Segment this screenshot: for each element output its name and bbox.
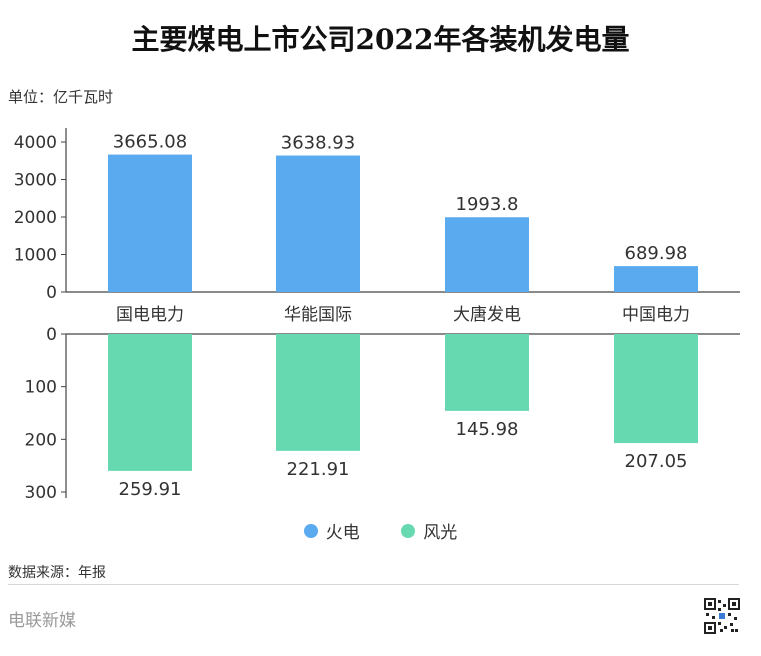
bottom-y-tick-label: 100 — [25, 378, 57, 398]
legend-item-wind-solar: 风光 — [401, 518, 457, 543]
top-y-tick-label: 3000 — [14, 171, 57, 191]
bar-thermal — [614, 266, 698, 292]
bottom-y-tick-label: 300 — [25, 483, 57, 503]
bar-wind-solar — [445, 334, 529, 411]
category-label: 华能国际 — [284, 305, 352, 325]
top-y-tick-label: 2000 — [14, 208, 57, 228]
bar-thermal — [108, 154, 192, 292]
bar-chart: 0 1000 2000 3000 4000 0 100 200 300 3665.08 国电电力 25… — [14, 128, 740, 503]
bar-thermal-value-label: 3665.08 — [113, 132, 187, 153]
bar-wind-solar-value-label: 145.98 — [456, 419, 519, 440]
qr-code-icon — [704, 598, 740, 634]
bottom-y-tick-label: 0 — [46, 325, 57, 345]
bar-wind-solar — [108, 334, 192, 471]
legend-thermal-label: 火电 — [325, 523, 360, 543]
category-label: 国电电力 — [116, 305, 184, 325]
bar-wind-solar-value-label: 221.91 — [287, 459, 350, 480]
data-source: 数据来源：年报 — [8, 565, 106, 581]
top-y-tick-label: 0 — [46, 283, 57, 303]
top-y-tick-label: 1000 — [14, 246, 57, 266]
top-y-tick-label: 4000 — [14, 133, 57, 153]
bar-thermal-value-label: 3638.93 — [281, 133, 355, 154]
legend-item-thermal: 火电 — [303, 518, 360, 543]
bar-thermal-value-label: 1993.8 — [456, 194, 519, 215]
legend-thermal-dot-icon — [303, 523, 318, 538]
footer-divider — [8, 584, 739, 585]
category-label: 中国电力 — [622, 305, 690, 325]
bar-wind-solar — [614, 334, 698, 444]
bar-thermal-value-label: 689.98 — [625, 243, 688, 264]
bar-wind-solar-value-label: 207.05 — [625, 451, 688, 472]
bar-wind-solar — [276, 334, 360, 451]
unit-label: 单位：亿千瓦时 — [8, 88, 114, 106]
legend: 火电 风光 — [0, 518, 761, 543]
legend-wind-solar-dot-icon — [401, 523, 416, 538]
bar-thermal — [276, 155, 360, 292]
bar-thermal — [445, 217, 529, 292]
legend-wind-solar-label: 风光 — [423, 523, 458, 543]
footer-brand: 电联新媒 — [8, 611, 76, 631]
category-label: 大唐发电 — [453, 304, 521, 325]
bar-wind-solar-value-label: 259.91 — [119, 479, 182, 500]
bottom-y-tick-label: 200 — [25, 430, 57, 450]
chart-title: 主要煤电上市公司2022年各装机发电量 — [131, 23, 630, 56]
